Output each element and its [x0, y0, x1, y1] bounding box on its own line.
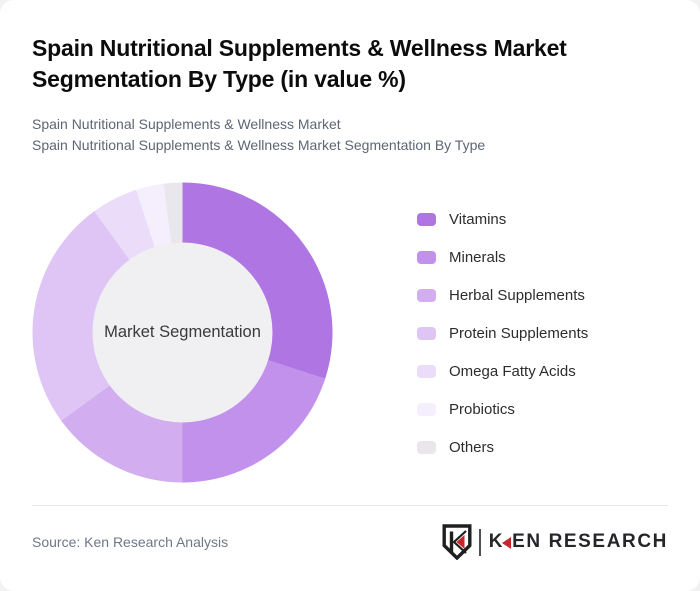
source-text: Source: Ken Research Analysis	[32, 534, 229, 550]
footer: Source: Ken Research Analysis K EN RESEAR…	[32, 505, 668, 560]
legend-item-omega-fatty-acids[interactable]: Omega Fatty Acids	[417, 352, 588, 390]
subtitle-line2: Spain Nutritional Supplements & Wellness…	[32, 137, 486, 153]
legend-item-others[interactable]: Others	[417, 428, 588, 466]
legend-label-protein-supplements: Protein Supplements	[449, 324, 589, 342]
legend-swatch-probiotics	[417, 402, 436, 416]
donut-hole	[92, 242, 273, 423]
donut-chart: Market Segmentation	[32, 182, 333, 483]
legend-swatch-vitamins	[417, 212, 436, 226]
logo-divider	[478, 528, 481, 556]
legend-item-protein-supplements[interactable]: Protein Supplements	[417, 314, 588, 352]
legend-label-others: Others	[449, 438, 495, 456]
subtitle-line1: Spain Nutritional Supplements & Wellness…	[32, 116, 341, 132]
legend-item-vitamins[interactable]: Vitamins	[417, 200, 588, 238]
legend-swatch-others	[417, 440, 436, 454]
brand-wordmark: K EN RESEARCH	[489, 531, 668, 553]
legend-swatch-minerals	[417, 250, 436, 264]
donut-svg	[32, 182, 333, 483]
chart-area: Market Segmentation Vitamins Minerals Herb…	[32, 182, 668, 483]
legend-label-omega-fatty-acids: Omega Fatty Acids	[449, 362, 576, 380]
legend-swatch-omega-fatty-acids	[417, 364, 436, 378]
legend-label-probiotics: Probiotics	[449, 400, 515, 418]
brand-k: K	[488, 531, 505, 552]
legend-item-minerals[interactable]: Minerals	[417, 238, 588, 276]
page-title-line2: Segmentation By Type (in value %)	[32, 66, 406, 92]
page-title: Spain Nutritional Supplements & Wellness…	[32, 33, 668, 95]
page-title-line1: Spain Nutritional Supplements & Wellness…	[32, 35, 567, 61]
ken-research-shield-icon	[442, 524, 472, 560]
legend-label-herbal-supplements: Herbal Supplements	[449, 286, 585, 304]
legend-swatch-protein-supplements	[417, 326, 436, 340]
shield-red-triangle	[456, 535, 465, 549]
brand-red-triangle-icon	[502, 536, 512, 549]
brand-rest: EN RESEARCH	[512, 531, 668, 552]
ken-research-logo: K EN RESEARCH	[442, 524, 668, 560]
legend-label-vitamins: Vitamins	[449, 210, 507, 228]
legend-swatch-herbal-supplements	[417, 288, 436, 302]
legend-label-minerals: Minerals	[449, 248, 506, 266]
subtitle: Spain Nutritional Supplements & Wellness…	[32, 114, 668, 156]
legend-item-herbal-supplements[interactable]: Herbal Supplements	[417, 276, 588, 314]
legend-item-probiotics[interactable]: Probiotics	[417, 390, 588, 428]
legend: Vitamins Minerals Herbal Supplements Protei…	[417, 182, 588, 483]
